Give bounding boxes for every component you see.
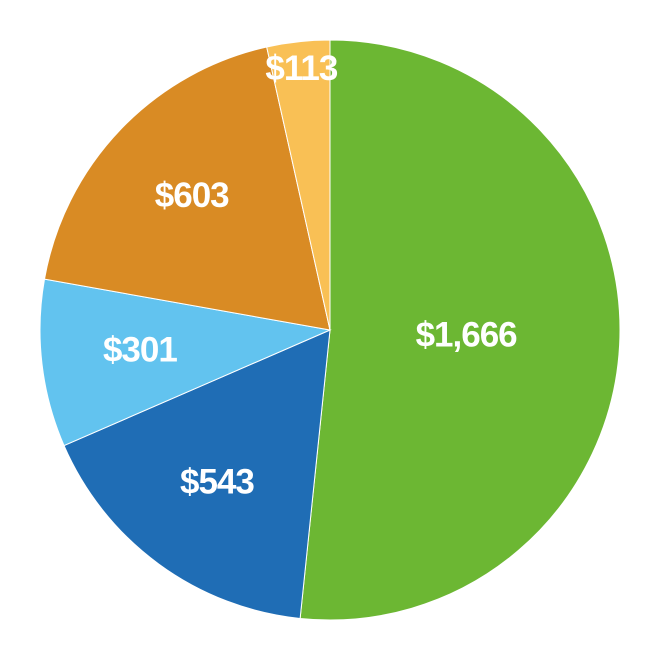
data-label: $301 — [103, 331, 177, 370]
pie-slice — [43, 46, 331, 331]
pie-slice — [63, 329, 331, 620]
data-label: $113 — [265, 49, 337, 88]
pie-slice — [299, 39, 621, 621]
data-label: $603 — [155, 176, 229, 215]
data-label: $543 — [180, 463, 254, 502]
pie-slice — [39, 278, 332, 447]
pie-slice — [266, 39, 331, 331]
data-label: $1,666 — [416, 315, 518, 354]
